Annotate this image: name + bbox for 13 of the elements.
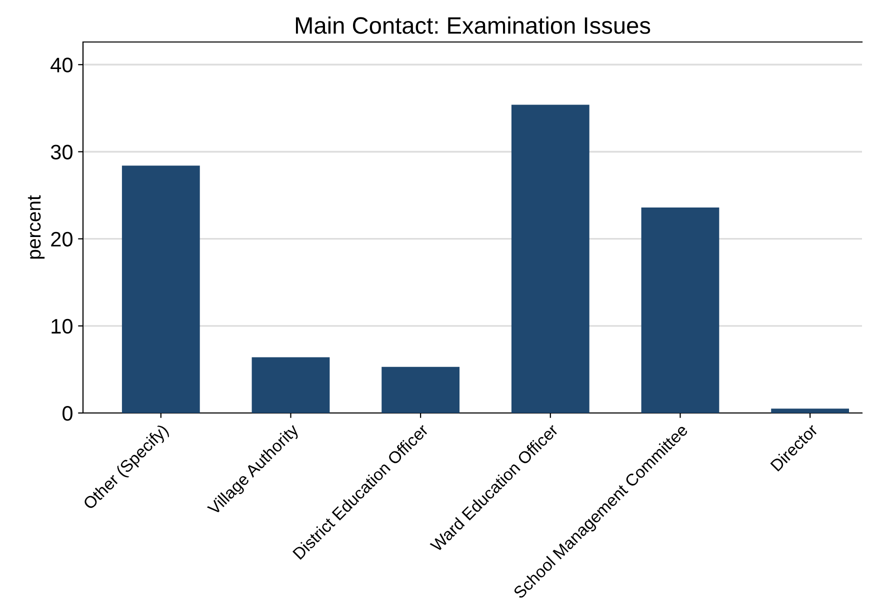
y-axis-title: percent [28, 195, 45, 259]
bar [511, 104, 590, 413]
y-tick-label: 30 [50, 144, 72, 160]
bar [382, 366, 460, 413]
y-tick-label: 0 [62, 406, 72, 421]
y-tick-label: 40 [50, 58, 72, 72]
bar [122, 166, 200, 413]
y-tick-label: 10 [52, 318, 72, 334]
bar [252, 357, 330, 413]
bar [771, 408, 850, 413]
chart-title: Main Contact: Examination Issues [296, 16, 650, 34]
bar [641, 207, 720, 413]
y-tick-label: 20 [51, 232, 72, 247]
